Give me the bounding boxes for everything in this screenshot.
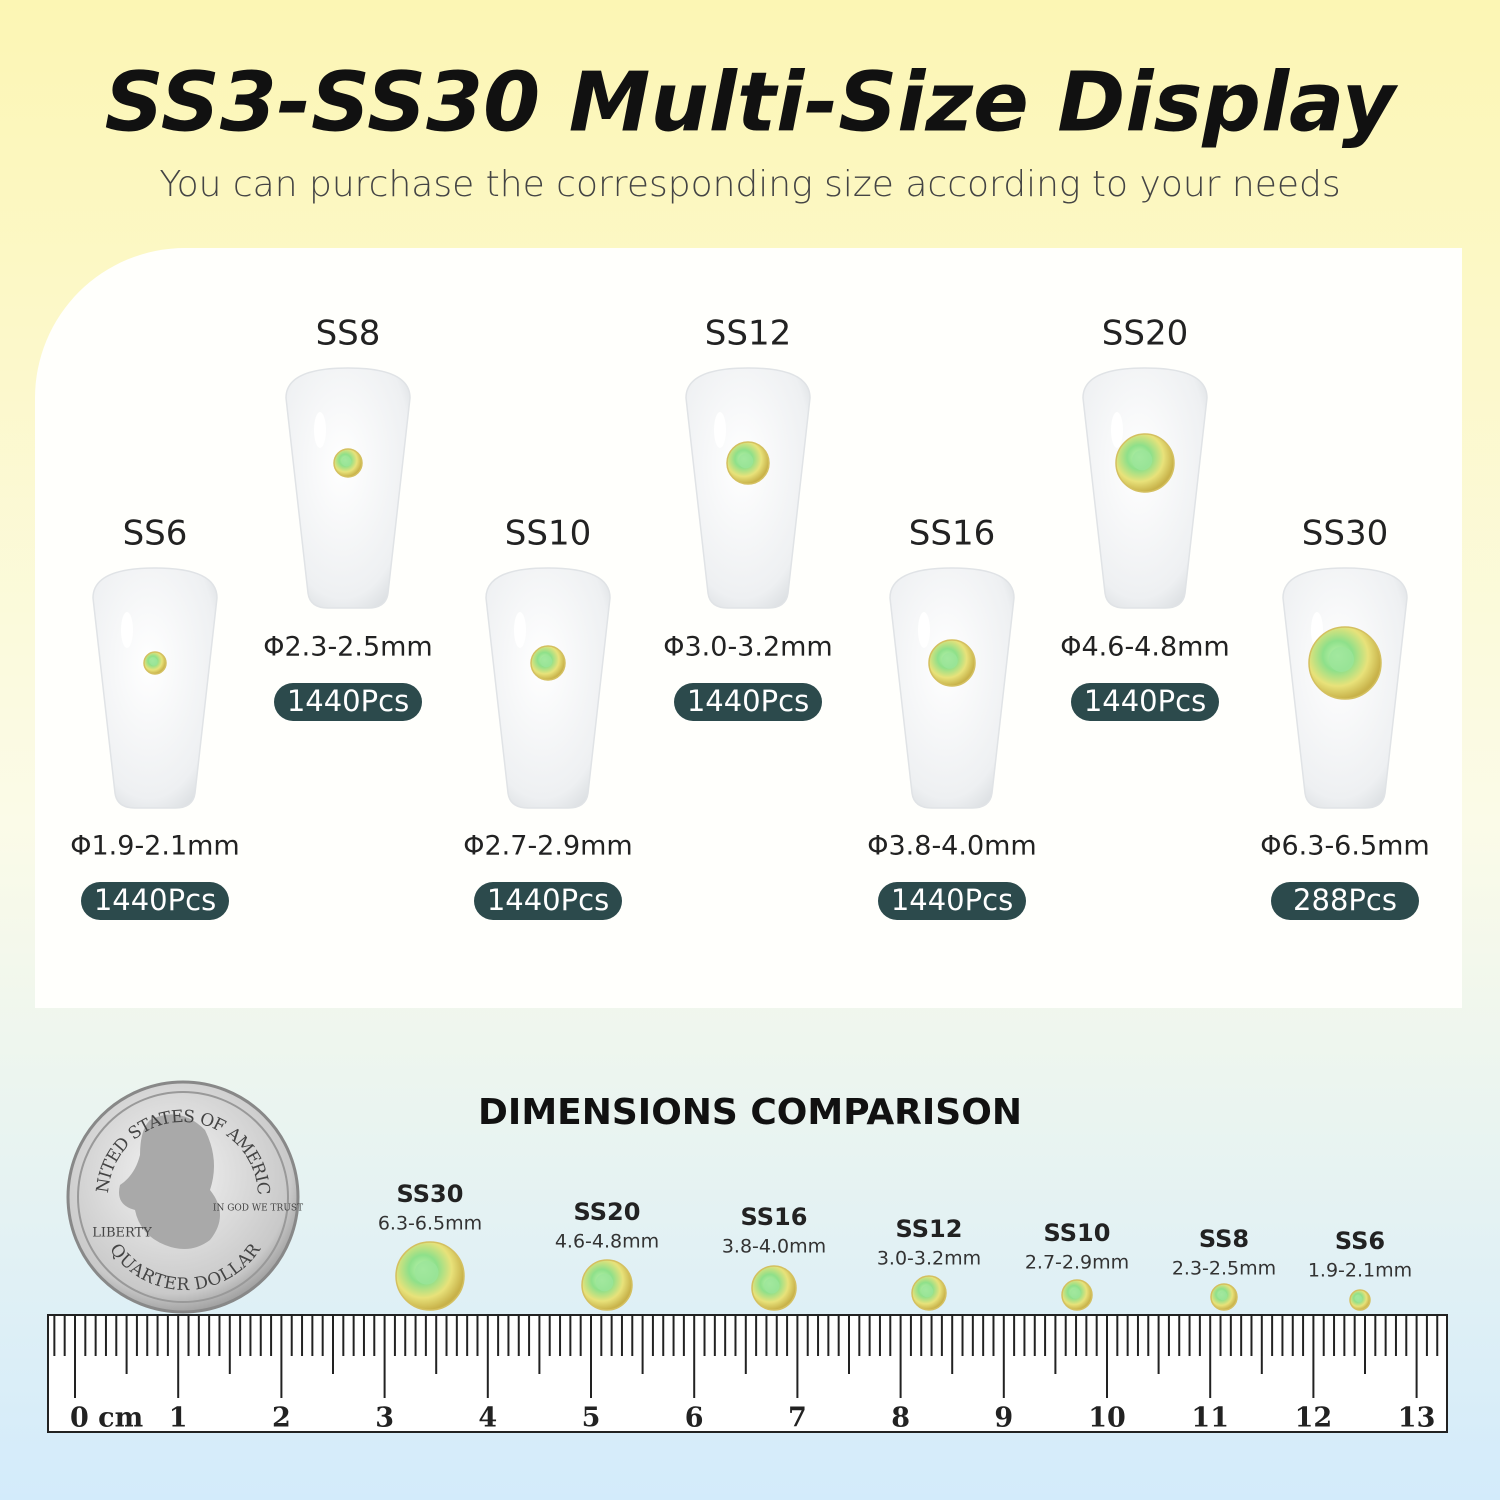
- count: 1440Pcs: [487, 883, 609, 917]
- count-pill: [878, 882, 1026, 920]
- count-pill: [474, 882, 622, 920]
- rhinestone-table: [414, 1260, 439, 1285]
- count-pill: [1271, 882, 1419, 920]
- comparison-title: DIMENSIONS COMPARISON: [478, 1092, 1022, 1133]
- ruler-label: 4: [478, 1403, 497, 1434]
- compare-size: 1.9-2.1mm: [1308, 1260, 1412, 1282]
- nail-shine: [314, 412, 326, 448]
- rhinestone-table: [341, 456, 352, 467]
- compare-label: SS16: [741, 1203, 808, 1231]
- ruler-label: 2: [272, 1403, 291, 1434]
- rhinestone-table: [595, 1273, 614, 1292]
- count: 1440Pcs: [1084, 684, 1206, 718]
- ruler-label: 12: [1295, 1403, 1333, 1434]
- ruler-label: 1: [169, 1403, 188, 1434]
- count-pill: [274, 683, 422, 721]
- compare-label: SS6: [1335, 1227, 1385, 1255]
- ruler-label: 11: [1191, 1403, 1229, 1434]
- nail-shine: [121, 612, 133, 648]
- size-label: SS8: [316, 314, 381, 354]
- compare-size: 3.0-3.2mm: [877, 1248, 981, 1270]
- compare-size: 2.7-2.9mm: [1025, 1252, 1129, 1274]
- compare-size: 2.3-2.5mm: [1172, 1258, 1276, 1280]
- rhinestone-table: [1328, 646, 1354, 673]
- rhinestone-table: [150, 658, 158, 666]
- ruler-label: 9: [994, 1403, 1013, 1434]
- rhinestone-table: [540, 655, 553, 668]
- compare-label: SS30: [397, 1180, 464, 1208]
- diameter: Φ2.7-2.9mm: [463, 831, 632, 862]
- rhinestone-table: [921, 1285, 934, 1298]
- diameter: Φ3.0-3.2mm: [663, 632, 832, 663]
- count-pill: [1071, 683, 1219, 721]
- nail-shine: [1111, 412, 1123, 448]
- diameter: Φ6.3-6.5mm: [1260, 831, 1429, 862]
- ruler-label: 7: [788, 1403, 807, 1434]
- compare-size: 6.3-6.5mm: [378, 1213, 482, 1235]
- ruler-label: 3: [375, 1403, 394, 1434]
- diameter: Φ3.8-4.0mm: [867, 831, 1036, 862]
- size-label: SS6: [123, 514, 188, 554]
- rhinestone-table: [764, 1278, 780, 1294]
- count-pill: [674, 683, 822, 721]
- coin-motto: IN GOD WE TRUST: [213, 1204, 303, 1214]
- coin-portrait: [119, 1114, 220, 1249]
- diameter: Φ1.9-2.1mm: [70, 831, 239, 862]
- size-label: SS30: [1302, 514, 1388, 554]
- count: 1440Pcs: [687, 684, 809, 718]
- title: SS3-SS30 Multi-Size Display: [105, 55, 1399, 150]
- content: SS6 Φ1.9-2.1mm 1440Pcs SS8 Φ2.3-2.5mm 1440Pcs…: [53, 314, 1439, 1434]
- ruler-label: 0 cm: [70, 1403, 143, 1434]
- rhinestone-table: [1218, 1291, 1228, 1301]
- rhinestone-table: [1355, 1295, 1363, 1303]
- ruler-label: 13: [1398, 1403, 1436, 1434]
- count: 1440Pcs: [891, 883, 1013, 917]
- nail-shine: [714, 412, 726, 448]
- rhinestone-table: [941, 652, 958, 669]
- count: 1440Pcs: [94, 883, 216, 917]
- coin-rim: [77, 1091, 289, 1303]
- size-label: SS16: [909, 514, 995, 554]
- subtitle: You can purchase the corresponding size …: [159, 164, 1340, 205]
- ruler-label: 6: [685, 1403, 704, 1434]
- coin-liberty: LIBERTY: [92, 1226, 152, 1241]
- rhinestone-table: [1070, 1288, 1081, 1299]
- compare-label: SS10: [1044, 1219, 1111, 1247]
- size-label: SS12: [705, 314, 791, 354]
- compare-label: SS8: [1199, 1225, 1249, 1253]
- nail-shine: [918, 612, 930, 648]
- ruler: [47, 1314, 1448, 1433]
- compare-label: SS20: [574, 1198, 641, 1226]
- size-label: SS20: [1102, 314, 1188, 354]
- compare-label: SS12: [896, 1215, 963, 1243]
- diameter: Φ4.6-4.8mm: [1060, 632, 1229, 663]
- rhinestone-table: [1131, 449, 1153, 471]
- diameter: Φ2.3-2.5mm: [263, 632, 432, 663]
- count: 288Pcs: [1293, 883, 1397, 917]
- nail-shine: [514, 612, 526, 648]
- ruler-label: 5: [582, 1403, 601, 1434]
- count-pill: [81, 882, 229, 920]
- ruler-label: 8: [891, 1403, 910, 1434]
- compare-size: 4.6-4.8mm: [555, 1231, 659, 1253]
- size-label: SS10: [505, 514, 591, 554]
- rhinestone-table: [738, 453, 754, 469]
- panel: [35, 248, 1462, 1008]
- ruler-label: 10: [1088, 1403, 1126, 1434]
- compare-size: 3.8-4.0mm: [722, 1236, 826, 1258]
- count: 1440Pcs: [287, 684, 409, 718]
